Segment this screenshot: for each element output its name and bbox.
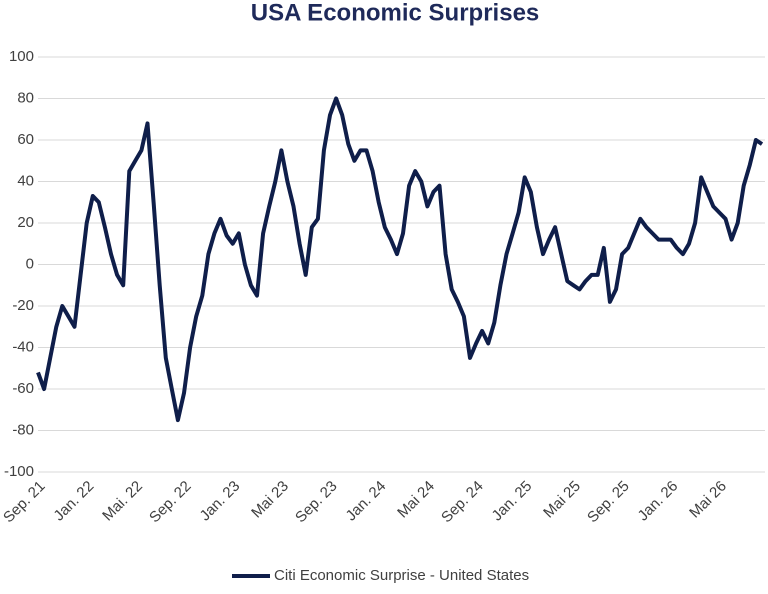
x-tick-label: Sep. 24	[438, 478, 487, 527]
y-tick-label: -80	[12, 421, 34, 438]
x-tick-label: Jan. 22	[50, 478, 97, 525]
y-tick-label: 40	[17, 172, 34, 189]
legend-label: Citi Economic Surprise - United States	[274, 567, 529, 584]
x-tick-label: Jan. 24	[343, 478, 390, 525]
y-tick-label: 100	[9, 48, 34, 65]
series-line	[36, 96, 764, 423]
y-tick-label: -20	[12, 297, 34, 314]
y-tick-label: 60	[17, 131, 34, 148]
x-tick-label: Mai 25	[540, 478, 584, 522]
x-tick-label: Mai 23	[248, 478, 292, 522]
x-tick-label: Mai. 22	[99, 478, 146, 525]
x-tick-label: Mai 26	[686, 478, 730, 522]
y-tick-label: 20	[17, 214, 34, 231]
y-tick-label: 0	[26, 255, 34, 272]
x-tick-label: Sep. 21	[0, 478, 49, 527]
x-tick-label: Sep. 23	[292, 478, 341, 527]
y-tick-label: 80	[17, 89, 34, 106]
x-tick-label: Jan. 26	[635, 478, 682, 525]
x-tick-label: Mai 24	[394, 478, 438, 522]
x-tick-label: Jan. 23	[197, 478, 244, 525]
y-tick-label: -100	[4, 463, 34, 480]
x-tick-label: Sep. 22	[146, 478, 195, 527]
y-tick-label: -60	[12, 380, 34, 397]
x-tick-label: Jan. 25	[489, 478, 536, 525]
chart-title: USA Economic Surprises	[251, 0, 540, 26]
x-tick-label: Sep. 25	[584, 478, 633, 527]
y-tick-label: -40	[12, 338, 34, 355]
